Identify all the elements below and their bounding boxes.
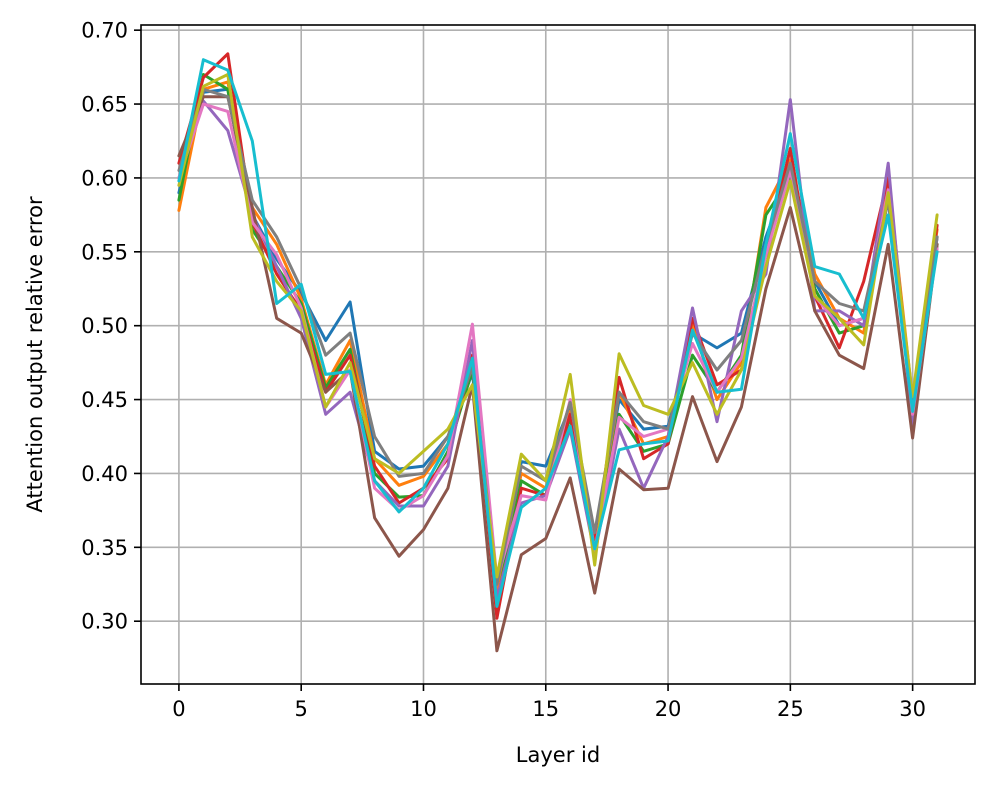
y-tick-label: 0.45 bbox=[81, 388, 128, 412]
series-line-8 bbox=[177, 73, 939, 579]
x-tick-label: 10 bbox=[410, 697, 437, 721]
series-line-4 bbox=[177, 98, 939, 601]
x-tick-label: 30 bbox=[899, 697, 926, 721]
x-tick-label: 20 bbox=[655, 697, 682, 721]
x-tick-label: 0 bbox=[172, 697, 185, 721]
y-tick-label: 0.50 bbox=[81, 314, 128, 338]
series-line-5 bbox=[177, 95, 939, 653]
x-axis-label: Layer id bbox=[516, 743, 600, 767]
series-line-2 bbox=[177, 73, 939, 605]
y-tick-label: 0.30 bbox=[81, 610, 128, 634]
y-tick-label: 0.65 bbox=[81, 93, 128, 117]
series-line-9 bbox=[177, 58, 939, 608]
plot-frame bbox=[140, 24, 976, 685]
x-tick-label: 5 bbox=[295, 697, 308, 721]
grid bbox=[141, 25, 975, 684]
series-line-3 bbox=[177, 52, 939, 620]
x-tick-label: 25 bbox=[777, 697, 804, 721]
y-tick-label: 0.35 bbox=[81, 536, 128, 560]
y-tick-label: 0.70 bbox=[81, 19, 128, 43]
ticks: 0 5 10 15 20 25 30 0.30 0.35 0.40 0.45 0.50 0.55 0.60… bbox=[81, 19, 926, 721]
y-tick-label: 0.55 bbox=[81, 240, 128, 264]
y-tick-label: 0.60 bbox=[81, 166, 128, 190]
x-tick-label: 15 bbox=[532, 697, 559, 721]
series-line-0 bbox=[177, 87, 939, 597]
series-line-1 bbox=[177, 80, 939, 591]
y-tick-label: 0.40 bbox=[81, 462, 128, 486]
series-group bbox=[177, 52, 939, 653]
y-axis-label: Attention output relative error bbox=[23, 196, 47, 513]
